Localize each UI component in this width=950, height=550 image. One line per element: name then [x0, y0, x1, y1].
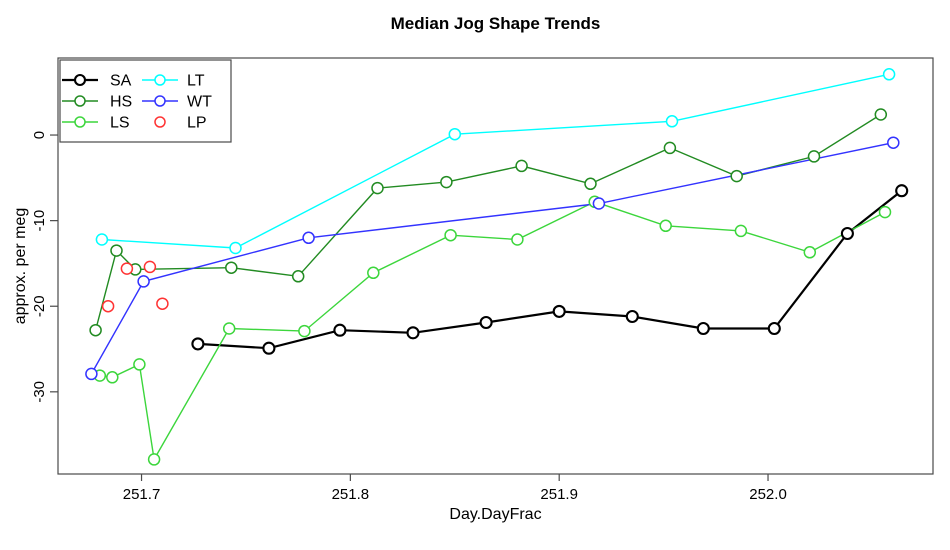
data-point-LT	[882, 68, 896, 81]
x-axis-title: Day.DayFrac	[449, 506, 542, 523]
y-tick-label: 0	[31, 131, 48, 139]
legend-label-WT: WT	[187, 94, 212, 111]
data-point-LS	[803, 246, 817, 259]
series-line-LS	[99, 201, 886, 462]
data-point-LP	[120, 262, 134, 275]
data-point-LT	[229, 241, 242, 255]
legend-label-LP: LP	[187, 115, 207, 132]
data-point-LS	[147, 453, 161, 466]
data-point-HS	[807, 150, 821, 163]
data-point-SA	[406, 326, 420, 340]
data-point-HS	[89, 323, 102, 337]
data-point-LS	[298, 324, 311, 338]
data-point-LS	[511, 233, 524, 246]
data-point-LT	[665, 115, 679, 128]
data-point-SA	[333, 323, 347, 337]
data-point-LS	[367, 266, 380, 280]
data-point-HS	[440, 175, 453, 189]
x-tick-label: 251.8	[332, 486, 370, 503]
data-point-HS	[371, 181, 384, 195]
data-point-LS	[133, 358, 146, 371]
x-tick-label: 251.9	[540, 486, 578, 503]
y-tick-label: -10	[31, 210, 48, 232]
data-point-WT	[592, 197, 606, 210]
y-tick-label: -30	[31, 381, 48, 403]
data-point-WT	[137, 275, 150, 288]
legend-marker-LP	[154, 116, 166, 128]
y-tick-label: -20	[31, 295, 48, 317]
legend-marker-WT	[154, 95, 166, 107]
legend-marker-SA	[73, 73, 87, 87]
legend-label-SA: SA	[110, 73, 132, 90]
y-axis-title: approx. per meg	[12, 207, 29, 325]
data-point-LP	[101, 299, 115, 313]
data-point-HS	[515, 159, 528, 173]
data-point-HS	[874, 108, 888, 121]
data-point-SA	[191, 337, 205, 351]
legend-marker-HS	[74, 95, 86, 107]
data-point-LP	[156, 297, 169, 310]
legend-label-HS: HS	[110, 94, 132, 111]
x-tick-label: 252.0	[749, 486, 787, 503]
data-point-SA	[895, 184, 909, 198]
data-point-HS	[291, 270, 305, 283]
plot-border	[57, 57, 934, 475]
data-point-LS	[734, 224, 748, 238]
data-point-SA	[262, 341, 276, 355]
series-line-HS	[94, 113, 882, 331]
x-tick-label: 251.7	[123, 486, 161, 503]
data-point-LT	[95, 233, 109, 246]
legend-marker-LS	[74, 116, 86, 128]
data-point-LS	[444, 228, 457, 242]
data-point-SA	[696, 321, 710, 336]
data-point-HS	[110, 244, 123, 257]
data-point-WT	[887, 136, 900, 149]
series-line-WT	[90, 142, 894, 375]
data-point-SA	[625, 309, 639, 324]
data-point-SA	[840, 226, 854, 241]
legend-label-LS: LS	[110, 115, 130, 132]
data-point-SA	[767, 321, 781, 336]
data-point-SA	[479, 315, 493, 330]
data-point-LS	[878, 205, 892, 219]
chart-title: Median Jog Shape Trends	[390, 14, 601, 33]
data-point-HS	[730, 169, 743, 183]
data-point-SA	[552, 304, 566, 318]
data-point-LS	[659, 219, 672, 233]
data-point-LP	[143, 260, 157, 274]
data-point-HS	[663, 141, 677, 155]
data-point-WT	[85, 367, 98, 381]
data-point-LS	[106, 371, 119, 384]
data-point-WT	[302, 231, 315, 245]
data-point-HS	[584, 177, 597, 191]
data-point-LS	[222, 322, 236, 335]
data-point-HS	[225, 261, 238, 274]
data-point-LT	[448, 127, 462, 141]
legend-label-LT: LT	[187, 73, 205, 90]
legend-marker-LT	[154, 74, 166, 86]
